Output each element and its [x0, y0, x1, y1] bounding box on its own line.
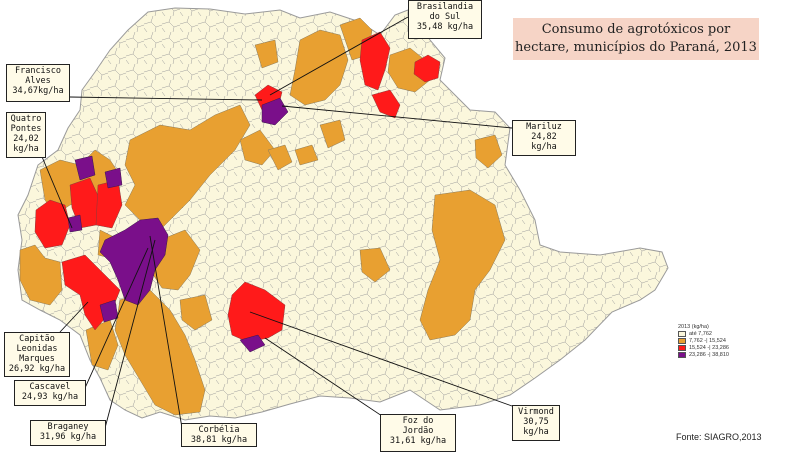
legend-swatch: [678, 344, 686, 351]
map-title: Consumo de agrotóxicos por hectare, muni…: [513, 18, 759, 60]
callout-virmond: Virmond 30,75 kg/ha: [512, 405, 560, 441]
callout-francisco-alves: Francisco Alves 34,67kg/ha: [6, 64, 70, 102]
legend-swatch: [678, 330, 686, 337]
callout-corbelia: Corbélia 38,81 kg/ha: [181, 423, 257, 447]
legend-item: 7,762 -| 15,524: [678, 337, 778, 344]
legend-label: 15,524 -| 23,286: [689, 344, 729, 351]
legend-label: até 7,762: [689, 330, 712, 337]
callout-capitao-leonidas: Capitão Leonidas Marques 26,92 kg/ha: [4, 332, 70, 377]
legend-item: 15,524 -| 23,286: [678, 344, 778, 351]
legend-label: 23,286 -| 38,810: [689, 351, 729, 358]
source-note: Fonte: SIAGRO,2013: [676, 432, 762, 442]
callout-cascavel: Cascavel 24,93 kg/ha: [14, 380, 86, 406]
callout-quatro-pontes: Quatro Pontes 24,02 kg/ha: [6, 112, 46, 158]
callout-mariluz: Mariluz 24,82 kg/ha: [512, 120, 576, 156]
legend-swatch: [678, 337, 686, 344]
callout-foz-do-jordao: Foz do Jordão 31,61 kg/ha: [380, 414, 456, 452]
legend-title: 2013 (kg/ha): [678, 324, 709, 330]
map-legend: 2013 (kg/ha) até 7,762 7,762 -| 15,524 1…: [678, 324, 778, 358]
legend-swatch: [678, 351, 686, 358]
legend-label: 7,762 -| 15,524: [689, 337, 726, 344]
legend-item: 23,286 -| 38,810: [678, 351, 778, 358]
callout-braganey: Braganey 31,96 kg/ha: [30, 420, 106, 446]
callout-brasilandia: Brasilandia do Sul 35,48 kg/ha: [408, 0, 482, 39]
legend-item: até 7,762: [678, 330, 778, 337]
callout-leaders: [39, 16, 513, 429]
